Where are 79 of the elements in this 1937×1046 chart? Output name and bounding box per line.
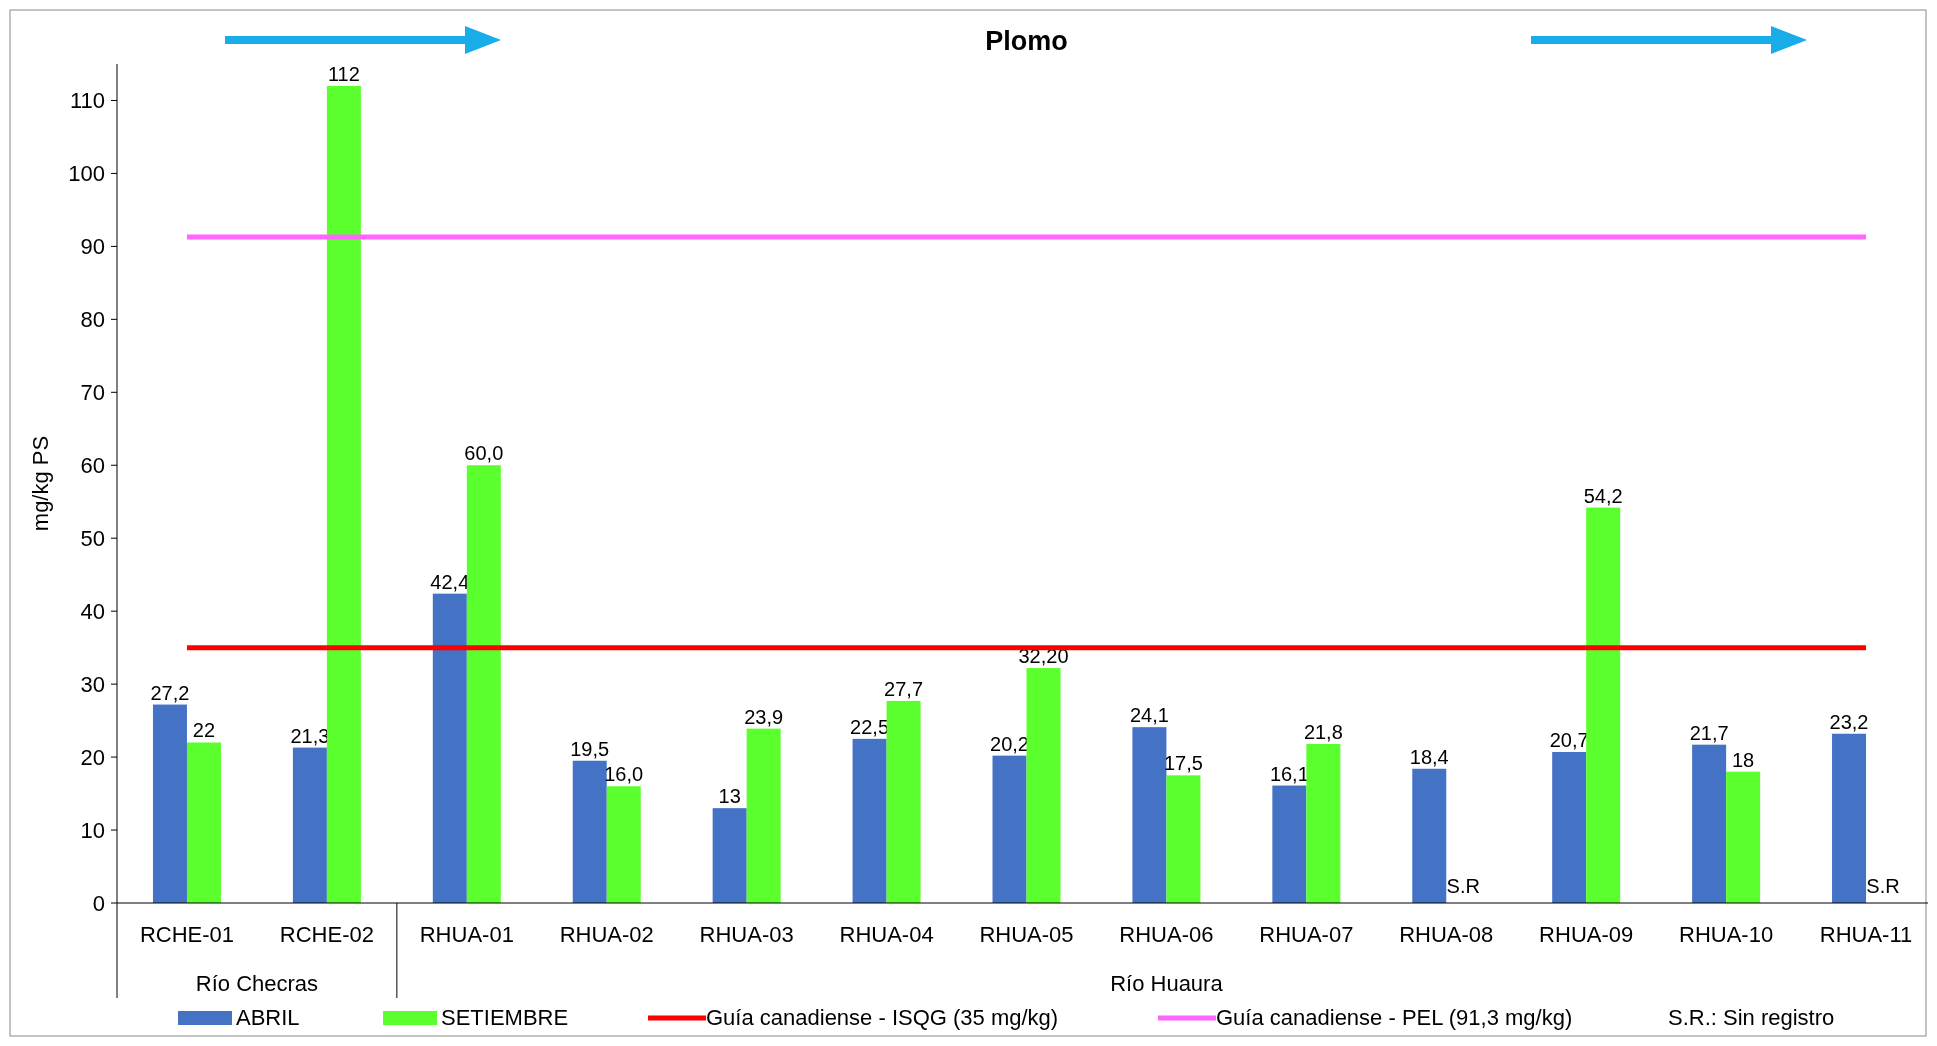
bar — [712, 808, 747, 903]
y-tick-label: 90 — [80, 234, 105, 260]
y-tick-label: 20 — [80, 745, 105, 771]
x-tick-label: RHUA-06 — [1119, 922, 1214, 947]
y-tick-label: 0 — [92, 891, 105, 916]
data-label: 27,7 — [884, 677, 924, 700]
text: S.R — [1866, 875, 1900, 897]
data-label: 24,1 — [1129, 704, 1169, 727]
x-tick-label: RHUA-01 — [419, 922, 514, 947]
legend-label: ABRIL — [236, 1005, 300, 1030]
bar — [1166, 775, 1201, 903]
x-tick-label: RHUA-05 — [979, 922, 1074, 947]
bar — [466, 465, 501, 903]
data-label: 54,2 — [1583, 484, 1623, 507]
x-tick-label: RHUA-08 — [1399, 922, 1494, 947]
data-label: 22 — [192, 719, 216, 742]
bar — [1272, 785, 1307, 903]
bar — [292, 747, 327, 903]
bar — [432, 593, 467, 903]
x-tick-label: RHUA-11 — [1819, 922, 1913, 947]
data-label: 22,5 — [850, 715, 890, 738]
bar — [152, 704, 187, 903]
y-tick-label: 70 — [80, 380, 105, 406]
bar — [1832, 733, 1867, 903]
bar — [186, 742, 221, 903]
x-tick-label: RHUA-04 — [839, 922, 934, 947]
legend-label: Guía canadiense - ISQG (35 mg/kg) — [706, 1005, 1059, 1030]
y-tick-label: 100 — [68, 161, 105, 187]
data-label: 18,4 — [1409, 745, 1449, 768]
x-tick-label: RCHE-01 — [139, 922, 235, 947]
text: Río Checras — [195, 971, 319, 996]
x-tick-label: RHUA-02 — [559, 922, 654, 947]
bar — [1132, 727, 1167, 903]
bar — [1412, 768, 1447, 903]
legend-label: Guía canadiense - PEL (91,3 mg/kg) — [1216, 1005, 1573, 1030]
text: S.R.: Sin registro — [1668, 1005, 1835, 1030]
bar — [992, 755, 1027, 903]
y-axis-title: mg/kg PS — [28, 435, 53, 532]
data-label: 60,0 — [464, 442, 504, 465]
bar — [1692, 744, 1727, 903]
data-label: 27,2 — [150, 681, 190, 704]
text: Río Huaura — [1110, 971, 1224, 996]
bar — [326, 85, 361, 903]
x-tick-label: RHUA-03 — [699, 922, 794, 947]
bar — [1026, 668, 1061, 903]
bar — [886, 700, 921, 903]
data-label: 16,1 — [1269, 762, 1309, 785]
bar — [1306, 743, 1341, 903]
y-tick-label: 50 — [80, 526, 105, 552]
x-tick-label: RHUA-07 — [1259, 922, 1354, 947]
bar — [606, 786, 641, 903]
y-tick-label: 60 — [80, 453, 105, 479]
y-tick-label: 10 — [80, 818, 105, 844]
x-tick-label: RCHE-02 — [279, 922, 374, 947]
bar — [572, 760, 607, 903]
data-label: 13 — [718, 785, 741, 808]
x-tick-label: RHUA-09 — [1539, 922, 1634, 947]
bar — [852, 738, 887, 903]
bar — [1586, 507, 1621, 903]
data-label: 18 — [1731, 748, 1755, 771]
bar — [746, 728, 781, 903]
data-label: 112 — [327, 62, 360, 85]
data-label: 23,9 — [744, 705, 784, 728]
data-label: 42,4 — [430, 570, 470, 593]
data-label: 23,2 — [1829, 710, 1869, 733]
data-label: 20,2 — [990, 732, 1029, 755]
y-tick-label: 80 — [80, 307, 105, 333]
legend-label: SETIEMBRE — [441, 1005, 569, 1030]
data-label: 21,8 — [1303, 720, 1343, 743]
data-label: 21,7 — [1689, 721, 1729, 744]
y-tick-label: 40 — [80, 599, 105, 625]
bar — [1552, 751, 1587, 903]
y-tick-label: 30 — [80, 672, 105, 698]
data-label: 19,5 — [570, 737, 610, 760]
chart-title: Plomo — [985, 26, 1068, 56]
bar — [1726, 771, 1761, 903]
y-tick-label: 110 — [69, 88, 105, 114]
x-tick-label: RHUA-10 — [1679, 922, 1774, 947]
text: S.R — [1446, 875, 1480, 897]
